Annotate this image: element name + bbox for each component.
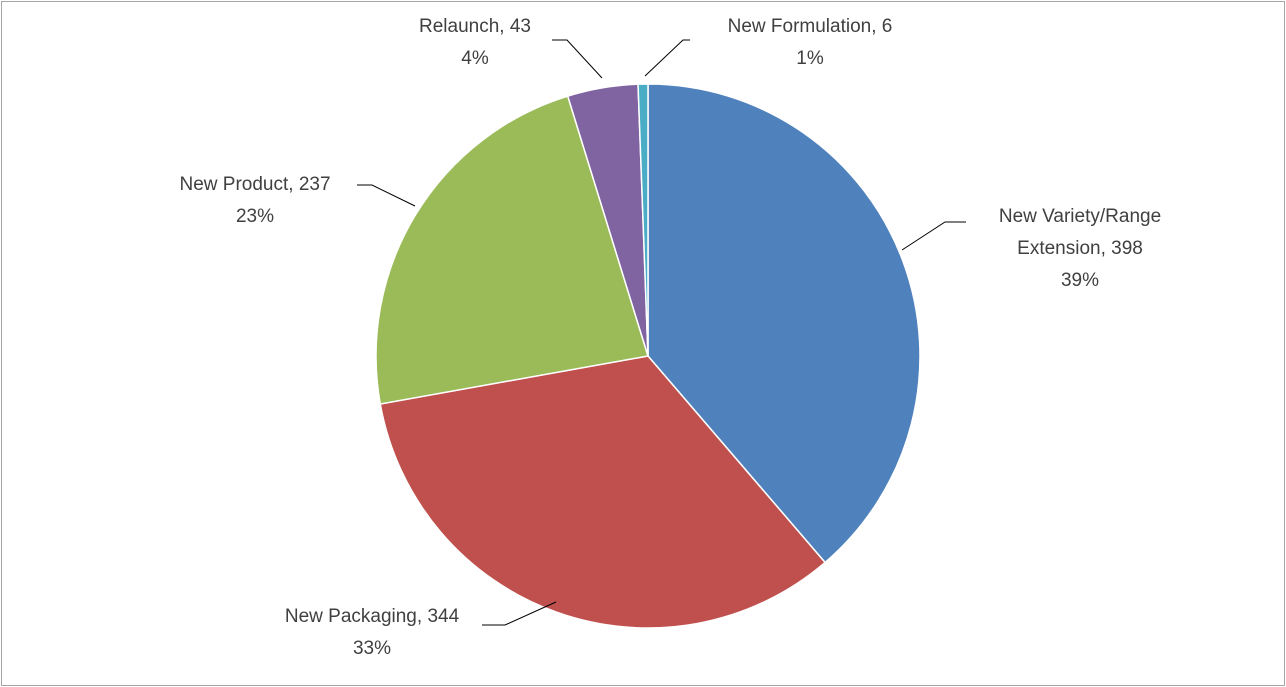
label-separator: ,: [871, 16, 882, 37]
value-label: 6: [881, 16, 893, 37]
data-label: New Formulation, 6 1%: [728, 11, 893, 75]
data-label: New Variety/Range Extension, 398 39%: [990, 201, 1170, 297]
data-label: Relaunch, 43 4%: [419, 11, 531, 75]
percent-label: 23%: [235, 206, 275, 227]
category-name: New Formulation: [727, 16, 872, 37]
category-name: New Variety/Range Extension: [998, 206, 1162, 259]
label-separator: ,: [416, 606, 428, 627]
value-label: 43: [509, 16, 531, 37]
leader-line: [901, 221, 966, 251]
leader-line: [552, 39, 603, 79]
label-separator: ,: [1100, 238, 1112, 259]
value-label: 398: [1111, 238, 1143, 259]
value-label: 237: [298, 174, 331, 195]
value-label: 344: [427, 606, 460, 627]
leader-line: [644, 39, 690, 77]
percent-label: 33%: [352, 638, 392, 659]
category-name: New Product: [179, 174, 289, 195]
pie-slice: [637, 83, 649, 357]
category-name: Relaunch: [419, 16, 500, 37]
data-label: New Packaging, 344 33%: [285, 601, 459, 665]
data-label: New Product, 237 23%: [179, 169, 330, 233]
percent-label: 4%: [461, 48, 489, 69]
percent-label: 1%: [796, 48, 824, 69]
label-separator: ,: [288, 174, 299, 195]
pie-slice: [379, 355, 827, 629]
label-separator: ,: [499, 16, 510, 37]
percent-label: 39%: [1060, 270, 1100, 291]
leader-line: [482, 601, 557, 626]
pie-slice: [375, 95, 649, 405]
pie-slice: [647, 83, 921, 564]
leader-line: [357, 184, 416, 207]
category-name: New Packaging: [284, 606, 417, 627]
